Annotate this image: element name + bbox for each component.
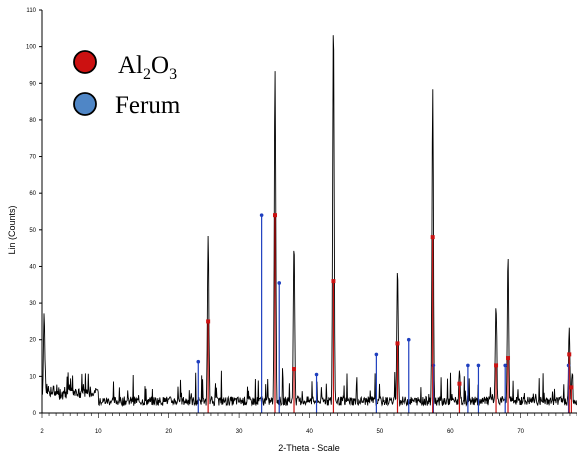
legend-label-al2o3-mid: O — [151, 52, 169, 79]
ferum-point-1 — [259, 213, 264, 217]
y-tick-layer: 0 10 20 30 40 50 60 70 80 90 100 110 — [26, 8, 42, 417]
x-tick-label-30: 30 — [236, 429, 243, 435]
x-tick-label-20: 20 — [165, 429, 172, 435]
x-tick-label-60: 60 — [447, 429, 454, 435]
x-axis-title: 2-Theta - Scale — [278, 443, 340, 453]
al2o3-point-9 — [567, 352, 572, 357]
al2o3-point-2 — [292, 367, 297, 372]
legend-marker-ferum — [73, 92, 97, 116]
y-tick-label-0: 0 — [33, 411, 37, 417]
x-tick-label-10: 10 — [95, 429, 102, 435]
ferum-point-2 — [277, 281, 282, 285]
y-tick-label-10: 10 — [29, 374, 36, 380]
y-tick-label-40: 40 — [29, 264, 36, 270]
ferum-point-8 — [476, 363, 481, 368]
ferum-point-0 — [196, 359, 201, 364]
al2o3-point-5 — [430, 235, 435, 240]
legend-entry-ferum: Ferum — [73, 92, 181, 119]
ferum-point-3 — [314, 372, 319, 377]
x-tick-layer: 2 10 20 30 40 50 60 70 — [40, 413, 577, 435]
y-tick-label-80: 80 — [29, 118, 36, 124]
ferum-point-5 — [406, 337, 411, 342]
legend-label-al2o3-sub2: 3 — [169, 66, 177, 83]
legend-label-ferum: Ferum — [115, 92, 181, 119]
al2o3-point-4 — [395, 341, 400, 346]
legend: Al2O3 Ferum — [73, 50, 181, 119]
y-tick-label-70: 70 — [29, 155, 36, 161]
legend-label-al2o3: Al2O3 — [118, 52, 177, 83]
x-tick-label-2: 2 — [40, 429, 44, 435]
ferum-point-7 — [466, 363, 470, 368]
al2o3-point-6 — [457, 381, 462, 386]
x-tick-label-40: 40 — [306, 429, 313, 435]
al2o3-point-8 — [506, 356, 511, 361]
al2o3-point-0 — [206, 319, 211, 324]
legend-label-al2o3-sub1: 2 — [143, 66, 151, 83]
al2o3-point-7 — [494, 363, 499, 368]
y-tick-label-60: 60 — [29, 191, 36, 197]
ferum-point-9 — [503, 363, 507, 368]
xrd-pattern-line — [41, 35, 577, 408]
legend-entry-al2o3: Al2O3 — [73, 50, 177, 83]
al2o3-point-10 — [569, 385, 574, 390]
y-tick-label-110: 110 — [26, 8, 36, 14]
legend-marker-al2o3 — [73, 50, 97, 74]
ferum-point-4 — [374, 352, 379, 357]
al2o3-point-1 — [273, 213, 278, 218]
y-tick-label-50: 50 — [29, 228, 36, 234]
legend-label-al2o3-base: Al — [118, 52, 143, 79]
x-tick-label-50: 50 — [377, 429, 384, 435]
reference-stick-layer — [196, 213, 574, 413]
y-tick-label-20: 20 — [29, 338, 36, 344]
y-tick-label-90: 90 — [29, 81, 36, 87]
xrd-pattern-layer — [41, 35, 577, 408]
x-tick-label-70: 70 — [517, 429, 524, 435]
al2o3-point-3 — [331, 279, 336, 284]
y-axis-title: Lin (Counts) — [7, 205, 17, 254]
y-tick-label-100: 100 — [26, 45, 37, 51]
y-tick-label-30: 30 — [29, 301, 36, 307]
